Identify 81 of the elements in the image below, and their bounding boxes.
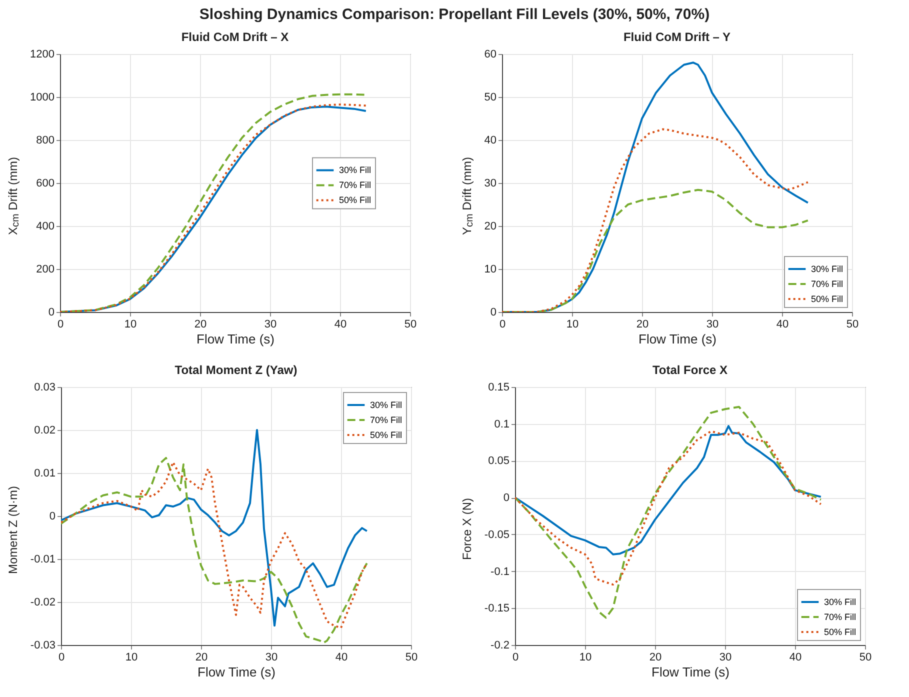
chart-title: Total Moment Z (Yaw): [174, 363, 298, 377]
legend-label: 50% Fill: [339, 195, 372, 206]
y-tick-label: 0.05: [488, 455, 510, 468]
y-tick-label: -0.03: [30, 640, 56, 652]
x-axis-title: Flow Time (s): [638, 332, 716, 346]
line-series: [515, 430, 822, 586]
legend-label: 70% Fill: [370, 415, 402, 425]
chart-title: Fluid CoM Drift – Y: [623, 30, 731, 44]
line-series: [61, 429, 368, 627]
y-tick-label: 0: [490, 306, 496, 318]
x-axis-title: Flow Time (s): [196, 332, 274, 346]
x-tick-label: 50: [405, 652, 418, 664]
y-tick-label: 0.1: [494, 418, 510, 430]
y-tick-label: 1200: [30, 48, 54, 60]
y-tick-label: -0.02: [30, 596, 56, 608]
legend-label: 70% Fill: [811, 279, 844, 289]
y-tick-label: 400: [36, 220, 54, 232]
y-tick-label: 0: [49, 510, 56, 522]
y-tick-label: -0.1: [490, 566, 510, 578]
legend-label: 50% Fill: [811, 294, 844, 304]
x-tick-label: 30: [264, 318, 277, 330]
y-axis-title: Force X (N): [460, 498, 475, 560]
text: Sloshing Dynamics Comparison: Propellant Fill Levels (30%, 50%, 70%): [198, 5, 711, 25]
x-tick-label: 30: [706, 318, 719, 330]
legend-label: 30% Fill: [824, 597, 856, 607]
y-tick-label: 0.03: [34, 382, 56, 394]
x-tick-label: 40: [335, 652, 348, 664]
y-tick-label: -0.01: [30, 554, 56, 566]
legend-label: 30% Fill: [339, 165, 372, 176]
x-tick-label: 10: [579, 652, 592, 664]
chart-title: Total Force X: [652, 363, 728, 377]
line-series: [515, 406, 822, 619]
y-tick-label: 30: [484, 178, 496, 190]
x-tick-label: 40: [776, 318, 789, 330]
x-tick-label: 40: [334, 318, 347, 330]
y-tick-label: 0.01: [34, 468, 56, 480]
y-tick-label: -0.05: [484, 528, 510, 541]
x-tick-label: 10: [566, 318, 579, 330]
x-tick-label: 20: [636, 318, 649, 330]
y-tick-label: 50: [484, 92, 496, 104]
legend-label: 70% Fill: [824, 612, 856, 622]
chart-title: Fluid CoM Drift – X: [181, 30, 289, 44]
x-tick-label: 50: [846, 318, 859, 330]
y-tick-label: -0.15: [484, 602, 510, 615]
line-series: [515, 425, 822, 556]
x-tick-label: 20: [194, 318, 207, 330]
x-axis-title: Flow Time (s): [198, 664, 276, 680]
y-tick-label: 0: [48, 306, 54, 318]
legend-label: 50% Fill: [370, 430, 402, 440]
x-tick-label: 0: [57, 318, 64, 330]
y-tick-label: 0: [503, 492, 510, 504]
x-tick-label: 20: [195, 652, 208, 664]
legend-label: 30% Fill: [370, 400, 402, 410]
y-tick-label: 10: [484, 264, 496, 276]
y-tick-label: 40: [484, 134, 496, 146]
x-tick-label: 10: [125, 652, 138, 664]
x-tick-label: 50: [404, 318, 417, 330]
y-tick-label: -0.2: [490, 640, 510, 652]
x-tick-label: 10: [124, 318, 137, 330]
x-tick-label: 50: [859, 652, 872, 664]
x-tick-label: 20: [649, 652, 662, 664]
line-series: [502, 188, 809, 312]
y-tick-label: 0.02: [34, 424, 56, 436]
x-axis-title: Flow Time (s): [652, 664, 730, 680]
y-tick-label: 800: [36, 134, 54, 146]
x-tick-label: 0: [58, 652, 65, 664]
legend-label: 50% Fill: [824, 627, 856, 637]
legend-label: 70% Fill: [339, 180, 372, 190]
x-tick-label: 40: [789, 652, 802, 664]
x-tick-label: 30: [265, 652, 278, 664]
y-tick-label: 20: [484, 220, 496, 232]
y-tick-label: 60: [484, 48, 496, 60]
y-tick-label: 200: [36, 264, 54, 276]
y-tick-label: 0.15: [488, 382, 510, 394]
y-tick-label: 600: [36, 178, 54, 190]
y-tick-label: 1000: [30, 92, 54, 104]
line-series: [502, 128, 809, 312]
x-tick-label: 30: [719, 652, 732, 664]
y-axis-title: Moment Z (N·m): [6, 486, 21, 574]
x-tick-label: 0: [512, 652, 519, 664]
legend-label: 30% Fill: [811, 264, 844, 274]
